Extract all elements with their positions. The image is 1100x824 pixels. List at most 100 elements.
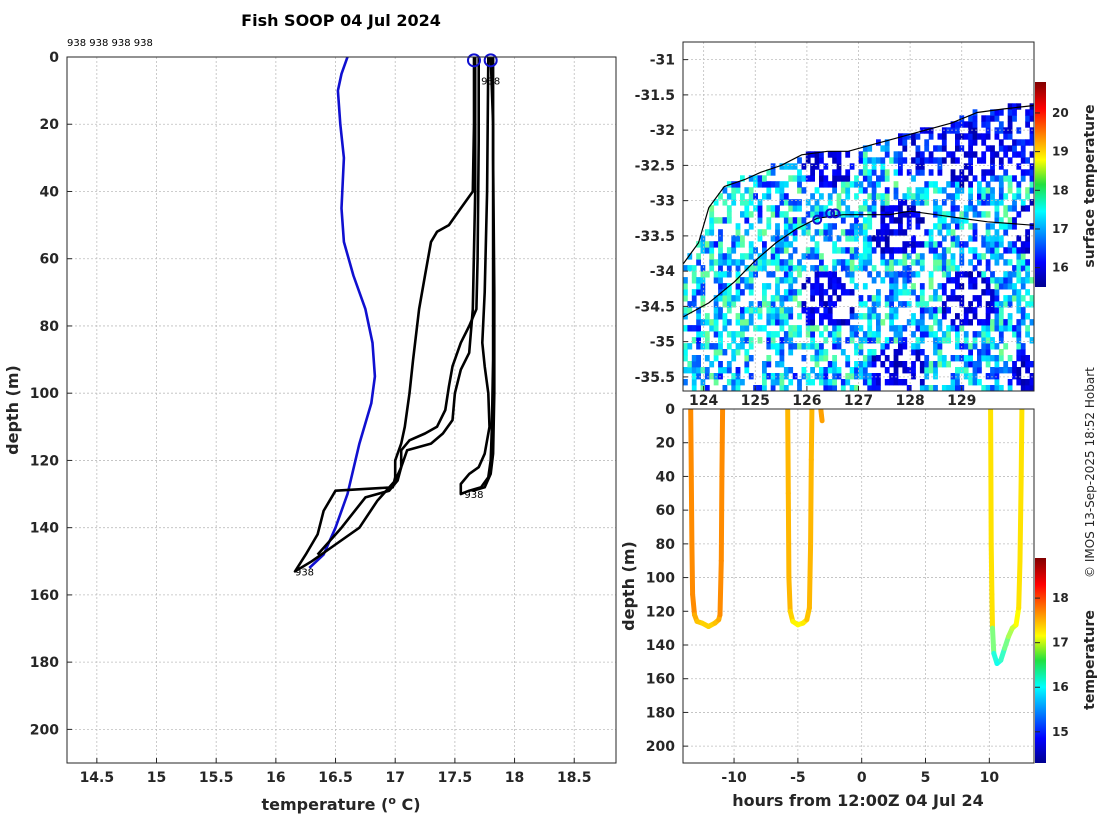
sst-cell xyxy=(1016,151,1021,157)
sst-cell xyxy=(889,337,894,343)
sst-cell xyxy=(999,313,1004,319)
sst-cell xyxy=(885,313,890,319)
sst-cell xyxy=(872,181,877,187)
sst-cell xyxy=(788,295,793,301)
sst-cell xyxy=(1021,145,1026,151)
sst-cell xyxy=(723,319,728,325)
sst-cell xyxy=(999,307,1004,313)
sst-cell xyxy=(850,373,855,379)
sst-cell xyxy=(797,325,802,331)
sst-cell xyxy=(1025,115,1030,121)
sst-cell xyxy=(762,175,767,181)
sst-cell xyxy=(999,157,1004,163)
sst-cell xyxy=(885,259,890,265)
sst-cell xyxy=(986,247,991,253)
sst-cell xyxy=(942,271,947,277)
sst-cell xyxy=(876,271,881,277)
sst-cell xyxy=(885,193,890,199)
sst-cell xyxy=(995,229,1000,235)
sst-cell xyxy=(880,229,885,235)
sst-cell xyxy=(951,181,956,187)
sst-cell xyxy=(902,241,907,247)
sst-cell xyxy=(986,313,991,319)
cast-segment xyxy=(811,409,812,460)
sst-cell xyxy=(837,259,842,265)
sst-cell xyxy=(933,295,938,301)
sst-cell xyxy=(933,373,938,379)
sst-cell xyxy=(828,199,833,205)
sst-cell xyxy=(946,271,951,277)
sst-cell xyxy=(867,355,872,361)
sst-cell xyxy=(771,373,776,379)
sst-cell xyxy=(995,319,1000,325)
sst-cell xyxy=(924,187,929,193)
sst-cell xyxy=(942,265,947,271)
sst-cell xyxy=(692,295,697,301)
sst-cell xyxy=(797,217,802,223)
sst-cell xyxy=(802,187,807,193)
sst-cell xyxy=(981,331,986,337)
sst-cell xyxy=(920,217,925,223)
sst-cell xyxy=(920,289,925,295)
sst-cell xyxy=(942,385,947,391)
sst-cell xyxy=(920,307,925,313)
sst-cell xyxy=(802,373,807,379)
sst-cell xyxy=(727,253,732,259)
sst-cell xyxy=(964,205,969,211)
sst-cell xyxy=(683,295,688,301)
sst-cell xyxy=(986,181,991,187)
sst-cell xyxy=(771,319,776,325)
sst-cell xyxy=(740,337,745,343)
sst-cell xyxy=(784,199,789,205)
sst-cell xyxy=(933,361,938,367)
sst-cell xyxy=(863,241,868,247)
sst-cell xyxy=(819,271,824,277)
sst-cell xyxy=(863,169,868,175)
sst-cell xyxy=(766,313,771,319)
sst-cell xyxy=(850,307,855,313)
sst-cell xyxy=(837,343,842,349)
sst-cell xyxy=(938,205,943,211)
sst-cell xyxy=(942,331,947,337)
sst-cell xyxy=(709,319,714,325)
top-station-labels: 938 938 938 938 xyxy=(67,38,153,49)
sst-cell xyxy=(1016,163,1021,169)
sst-cell xyxy=(863,337,868,343)
sst-cell xyxy=(709,247,714,253)
sst-cell xyxy=(981,325,986,331)
sst-cell xyxy=(845,169,850,175)
sst-cell xyxy=(828,379,833,385)
sst-cell xyxy=(731,355,736,361)
sst-cell xyxy=(981,289,986,295)
sst-cell xyxy=(749,289,754,295)
sst-cell xyxy=(955,295,960,301)
cast-segment xyxy=(720,561,721,615)
sst-cell xyxy=(968,187,973,193)
sst-cell xyxy=(749,283,754,289)
sst-cell xyxy=(744,187,749,193)
sst-cell xyxy=(964,241,969,247)
sst-cell xyxy=(837,325,842,331)
sst-cell xyxy=(709,253,714,259)
sst-cell xyxy=(727,259,732,265)
sst-cell xyxy=(1008,367,1013,373)
sst-cell xyxy=(740,307,745,313)
sst-cell xyxy=(898,247,903,253)
sst-cell xyxy=(775,259,780,265)
y-tick-label: -34 xyxy=(650,264,676,280)
sst-cell xyxy=(731,199,736,205)
sst-cell xyxy=(907,277,912,283)
sst-cell xyxy=(723,295,728,301)
x-tick-label: 126 xyxy=(792,393,821,409)
sst-cell xyxy=(758,175,763,181)
sst-cell xyxy=(701,385,706,391)
x-tick-label: 17.5 xyxy=(438,770,473,786)
sst-cell xyxy=(990,223,995,229)
sst-cell xyxy=(714,373,719,379)
sst-cell xyxy=(841,217,846,223)
sst-cell xyxy=(718,283,723,289)
sst-cell xyxy=(775,205,780,211)
sst-cell xyxy=(916,199,921,205)
